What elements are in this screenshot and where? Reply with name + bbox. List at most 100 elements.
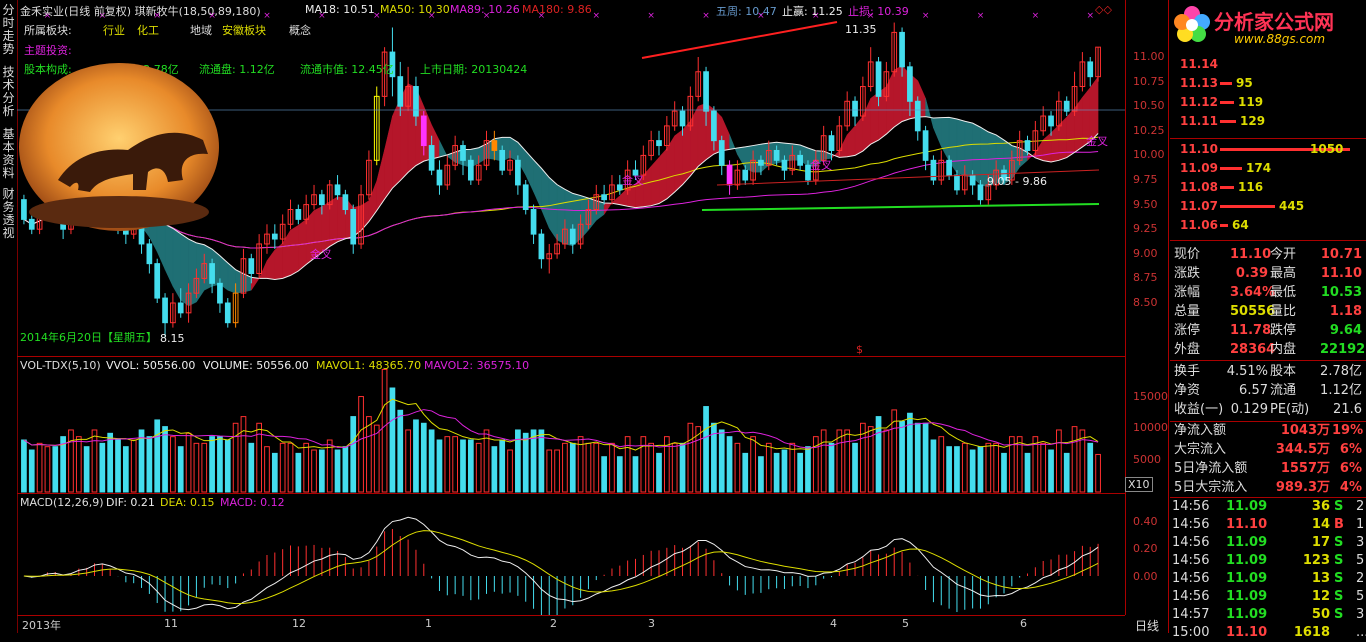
trade-row: 14:56 11.10 14 B 1 <box>1170 516 1366 534</box>
volume-bar <box>711 422 717 493</box>
candle-body <box>311 194 317 206</box>
tab-technical[interactable]: 技术分析 <box>2 65 15 118</box>
industry-link[interactable]: 行业 <box>103 24 125 37</box>
ma-cloud-segment <box>541 167 550 229</box>
order-volume: 64 <box>1232 218 1249 232</box>
ma-cloud-segment <box>933 117 942 147</box>
candle-body <box>1071 86 1078 112</box>
ma-cloud-segment <box>1042 132 1052 163</box>
orderbook-row[interactable]: 11.07 445 <box>1170 198 1366 214</box>
signal-marker: × <box>318 11 326 21</box>
candle-body <box>366 159 372 196</box>
candle-body <box>232 292 239 324</box>
volume-bar <box>554 449 560 493</box>
volume-bar <box>83 446 90 493</box>
flow-value: 1043万 <box>1280 423 1330 438</box>
ma-cloud-segment <box>870 91 879 145</box>
ma-cloud-segment <box>737 146 746 170</box>
volume-bar <box>985 442 992 493</box>
volume-bar <box>342 446 349 493</box>
kline-chart[interactable]: × × × × × × × × × × × × × × × × × × × × <box>17 0 1125 615</box>
price-tick: 9.50 <box>1133 197 1158 211</box>
flow-row: 净流入额 1043万 19% <box>1170 421 1366 440</box>
volume-bar <box>130 439 137 493</box>
mavol1-line <box>23 398 1099 451</box>
volume-bar <box>413 419 419 493</box>
tab-finance[interactable]: 财务透视 <box>2 187 15 240</box>
flow-label: 5日净流入额 <box>1174 461 1248 476</box>
stock-title: 金禾实业(日线 前复权) 琪新牧牛(18,50,89,180) <box>20 5 261 18</box>
vol-tick-5000: 5000 <box>1133 453 1161 466</box>
volume-bar <box>797 452 803 493</box>
ma-cloud-segment <box>321 201 330 253</box>
volume-label: VOLUME: 50556.00 <box>203 359 309 372</box>
volume-bar <box>122 446 129 493</box>
concept-link[interactable]: 概念 <box>289 24 311 37</box>
quote-key: 内盘 <box>1270 342 1297 357</box>
float-value: 流通市值: 12.45亿 <box>300 63 394 76</box>
volume-bar <box>373 424 380 493</box>
candle-body <box>1063 100 1070 112</box>
orderbook-row[interactable]: 11.12 119 <box>1170 94 1366 110</box>
quote-value: 3.64% <box>1230 285 1276 300</box>
orderbook-row[interactable]: 11.08 116 <box>1170 179 1366 195</box>
flow-percent: 4% <box>1339 480 1362 495</box>
price-tick: 10.75 <box>1133 74 1165 88</box>
orderbook-row[interactable]: 11.06 64 <box>1170 217 1366 233</box>
volume-bar <box>193 442 200 493</box>
fundamental-key: 换手 <box>1174 364 1201 379</box>
volume-bar <box>146 436 153 493</box>
volume-bar <box>483 429 490 493</box>
volume-bar <box>954 446 960 493</box>
diamond-icon[interactable]: ◇◇ <box>1095 3 1112 16</box>
orderbook-row[interactable]: 11.14 <box>1170 56 1366 72</box>
volume-bar <box>867 426 874 493</box>
ma-cloud-segment <box>956 118 966 177</box>
candle-body <box>538 233 545 260</box>
trade-direction: S <box>1334 571 1344 586</box>
money-flow-table: 净流入额 1043万 19% 大宗流入 344.5万 6% 5日净流入额 1557万 6% 5日大… <box>1170 421 1366 498</box>
orderbook-row[interactable]: 11.13 95 <box>1170 75 1366 91</box>
ma-cloud-segment <box>556 184 566 245</box>
candle-body <box>946 159 952 176</box>
vol-tick-15000: 15000 <box>1133 390 1168 403</box>
anhui-link[interactable]: 安徽板块 <box>222 24 266 37</box>
volume-panel[interactable] <box>17 356 1126 494</box>
order-volume: 445 <box>1279 199 1305 213</box>
tab-fundamentals[interactable]: 基本资料 <box>2 127 15 180</box>
tab-intraday[interactable]: 分时走势 <box>2 3 15 56</box>
fundamental-row: 收益(一) 0.129 PE(动) 21.6 <box>1170 400 1366 419</box>
quote-value: 11.10 <box>1320 266 1362 281</box>
period-label[interactable]: 日线 <box>1135 619 1160 633</box>
candle-body <box>326 184 333 206</box>
candle-body <box>844 100 851 127</box>
chemical-link[interactable]: 化工 <box>137 24 159 37</box>
macd-tick-000: 0.00 <box>1133 570 1158 583</box>
volume-bar <box>844 429 851 493</box>
candle-body <box>585 209 592 225</box>
orderbook-row[interactable]: 11.10 1050 <box>1170 141 1366 157</box>
volume-bar <box>977 446 984 493</box>
trade-direction: S <box>1334 535 1344 550</box>
fundamental-key: 流通 <box>1270 383 1297 398</box>
time-tick: 12 <box>292 617 306 630</box>
ma-cloud-segment <box>282 229 291 279</box>
price-chart-panel[interactable] <box>17 0 1126 357</box>
macd-panel[interactable] <box>17 493 1126 615</box>
trade-time: 14:56 <box>1172 571 1210 586</box>
orderbook-row[interactable]: 11.11 129 <box>1170 113 1366 129</box>
logo-text: 分析家公式网 <box>1214 10 1334 34</box>
fundamental-value: 6.57 <box>1239 383 1268 398</box>
ma-cloud-segment <box>619 187 628 207</box>
candle-body <box>460 145 466 161</box>
ma-cloud-segment <box>760 142 770 173</box>
candle-body <box>373 95 380 161</box>
region-link[interactable]: 地域 <box>190 24 212 37</box>
orderbook-row[interactable]: 11.09 174 <box>1170 160 1366 176</box>
vol-tick-10000: 10000 <box>1133 421 1168 434</box>
signal-marker: × <box>1086 11 1094 21</box>
candle-body <box>28 218 35 230</box>
candle-body <box>624 169 631 191</box>
order-volume: 129 <box>1240 114 1266 128</box>
candle-body <box>1008 159 1015 181</box>
